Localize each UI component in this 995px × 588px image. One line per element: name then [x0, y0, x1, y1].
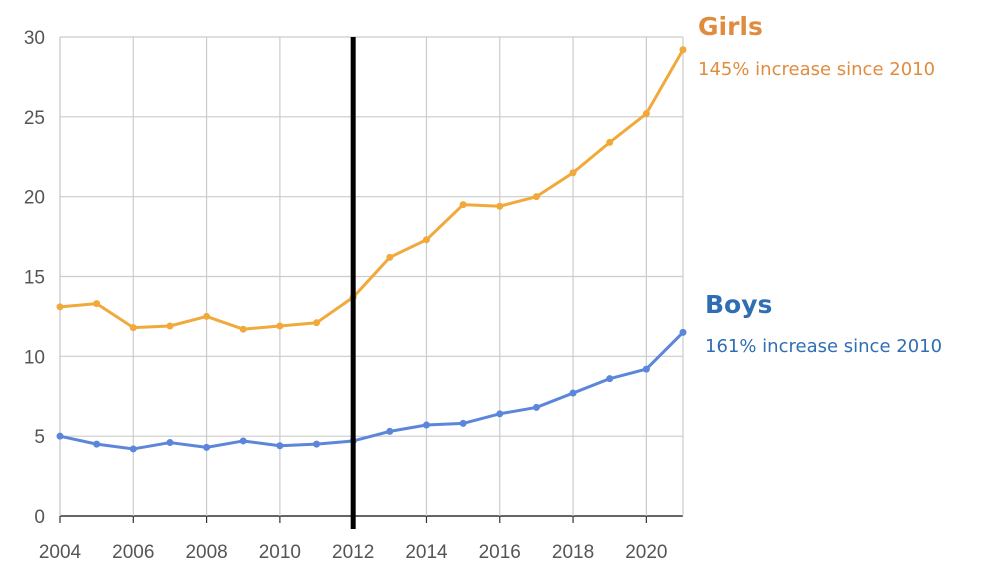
- boys-label: Boys: [705, 290, 773, 319]
- data-point-girls: [606, 138, 614, 146]
- data-point-girls: [422, 236, 430, 244]
- data-point-boys: [313, 440, 321, 448]
- x-tick-label: 2006: [112, 542, 154, 563]
- girls-increase-note: 145% increase since 2010: [698, 59, 936, 80]
- data-point-girls: [642, 110, 650, 118]
- data-point-girls: [386, 253, 394, 261]
- y-tick-label: 10: [24, 347, 45, 368]
- data-point-boys: [569, 389, 577, 397]
- data-point-boys: [422, 421, 430, 429]
- data-point-boys: [386, 427, 394, 435]
- data-point-girls: [239, 325, 247, 333]
- data-point-boys: [93, 440, 101, 448]
- x-tick-label: 2004: [39, 542, 82, 563]
- data-point-girls: [56, 303, 64, 311]
- data-point-girls: [129, 324, 137, 332]
- data-point-girls: [459, 201, 467, 209]
- data-point-boys: [129, 445, 137, 453]
- data-point-girls: [203, 312, 211, 320]
- x-tick-label: 2010: [259, 542, 301, 563]
- data-point-girls: [313, 319, 321, 327]
- data-point-girls: [166, 322, 174, 330]
- data-point-girls: [93, 300, 101, 308]
- x-tick-label: 2016: [479, 542, 521, 563]
- data-point-boys: [459, 419, 467, 427]
- series-line-girls: [59, 49, 685, 331]
- data-point-boys: [239, 437, 247, 445]
- y-tick-label: 15: [24, 268, 45, 289]
- x-tick-label: 2020: [625, 542, 667, 563]
- data-point-boys: [203, 443, 211, 451]
- data-point-boys: [606, 375, 614, 383]
- data-point-girls: [276, 322, 284, 330]
- data-point-girls: [496, 202, 504, 210]
- y-tick-label: 5: [34, 427, 45, 448]
- y-tick-label: 25: [24, 108, 45, 129]
- boys-increase-note: 161% increase since 2010: [705, 336, 943, 357]
- data-point-girls: [569, 169, 577, 177]
- data-point-boys: [166, 439, 174, 447]
- data-point-girls: [679, 46, 687, 54]
- data-point-boys: [56, 432, 64, 440]
- series-line-boys: [59, 331, 685, 451]
- data-point-boys: [532, 403, 540, 411]
- y-tick-label: 0: [34, 507, 45, 528]
- data-point-boys: [496, 410, 504, 418]
- data-point-boys: [679, 328, 687, 336]
- x-tick-label: 2014: [405, 542, 448, 563]
- y-tick-label: 30: [24, 28, 45, 49]
- x-tick-label: 2012: [332, 542, 374, 563]
- data-point-girls: [532, 193, 540, 201]
- data-point-boys: [276, 442, 284, 450]
- x-tick-label: 2008: [185, 542, 227, 563]
- y-tick-label: 20: [24, 188, 45, 209]
- x-tick-label: 2018: [552, 542, 594, 563]
- girls-label: Girls: [698, 12, 763, 41]
- data-point-boys: [642, 365, 650, 373]
